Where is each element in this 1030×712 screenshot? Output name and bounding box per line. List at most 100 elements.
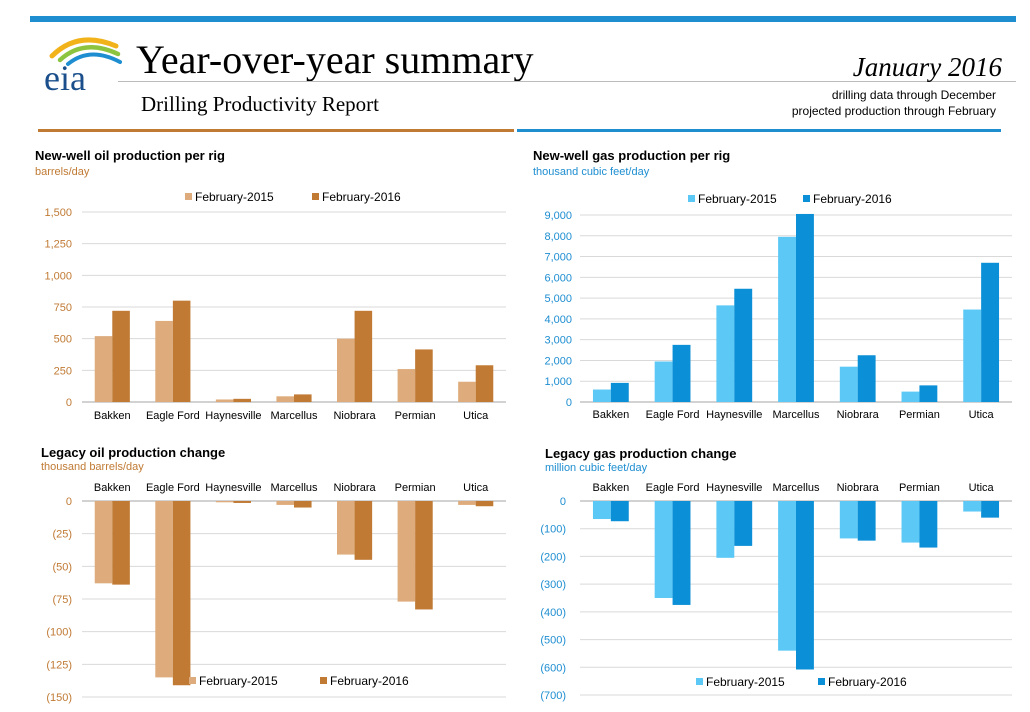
eia-logo: eia: [38, 26, 124, 98]
oil-legacy-bar-permian-2015: [397, 501, 416, 602]
oil-legacy-bar-bakken-2015: [94, 501, 113, 584]
oil-newwell-category-label: Bakken: [94, 410, 131, 422]
gas-newwell-bar-eagle-ford-2015: [654, 361, 673, 402]
gas-legacy-bar-marcellus-2016: [796, 501, 814, 670]
oil-legacy-ytick-label: (75): [52, 594, 72, 606]
gas-newwell-bar-niobrara-2015: [839, 366, 858, 402]
oil-legacy-ytick-label: (150): [46, 692, 72, 704]
oil-legacy-ytick-label: (25): [52, 529, 72, 541]
oil-newwell-bar-marcellus-2015: [276, 396, 294, 402]
oil-legacy-ytick-label: (125): [46, 659, 72, 671]
gas-legacy-bar-haynesville-2016: [734, 501, 753, 546]
page-title: Year-over-year summary: [136, 37, 534, 82]
gas-legacy-bar-permian-2015: [901, 501, 920, 543]
oil-newwell-ytick-label: 1,250: [44, 239, 72, 251]
oil-legacy-bar-niobrara-2015: [337, 501, 355, 555]
gas-legacy-bar-permian-2016: [919, 501, 938, 548]
top-accent-bar: [30, 16, 1016, 22]
oil-newwell-bar-niobrara-2016: [354, 310, 373, 402]
gas-legacy-ytick-label: (100): [540, 524, 566, 536]
oil-newwell-bar-marcellus-2016: [294, 394, 312, 402]
oil-newwell-legend-label: February-2015: [195, 190, 274, 204]
oil-newwell-bar-eagle-ford-2016: [172, 300, 191, 402]
gas-legacy-bar-bakken-2016: [610, 501, 629, 522]
gas-newwell-category-label: Haynesville: [706, 409, 762, 421]
oil-legacy-unit: thousand barrels/day: [41, 461, 144, 473]
gas-newwell-category-label: Utica: [969, 409, 995, 421]
oil-newwell-title: New-well oil production per rig: [35, 148, 225, 163]
oil-legacy-bar-eagle-ford-2016: [172, 501, 191, 686]
gas-legacy-legend-swatch: [696, 678, 703, 685]
oil-newwell-bar-bakken-2015: [94, 336, 113, 402]
gas-newwell-unit: thousand cubic feet/day: [533, 166, 650, 178]
gas-legacy-legend-label: February-2015: [706, 675, 785, 689]
oil-legacy-legend-swatch: [320, 677, 327, 684]
gas-newwell-bar-permian-2016: [919, 385, 938, 402]
oil-legacy-legend-label: February-2016: [330, 674, 409, 688]
oil-legacy-category-label: Bakken: [94, 482, 131, 494]
gas-newwell-category-label: Niobrara: [837, 409, 880, 421]
gas-newwell-bar-niobrara-2016: [857, 355, 876, 402]
report-date: January 2016: [852, 52, 1002, 82]
eia-logo-icon: eia: [44, 37, 122, 98]
gas-newwell-bar-haynesville-2016: [734, 288, 753, 402]
gas-newwell-bar-utica-2015: [963, 309, 982, 402]
oil-newwell-legend-swatch: [312, 193, 319, 200]
gas-legacy-ytick-label: (300): [540, 579, 566, 591]
oil-newwell-bar-utica-2016: [475, 365, 494, 402]
gas-newwell-ytick-label: 9,000: [544, 210, 572, 222]
gas-newwell-ytick-label: 4,000: [544, 314, 572, 326]
oil-legacy-category-label: Haynesville: [205, 482, 261, 494]
oil-legacy-bar-haynesville-2015: [215, 501, 234, 503]
oil-legacy-category-label: Marcellus: [270, 482, 318, 494]
gas-newwell-bar-bakken-2015: [592, 389, 611, 402]
oil-newwell-category-label: Marcellus: [270, 410, 318, 422]
oil-legacy-ytick-label: (100): [46, 627, 72, 639]
oil-legacy-bar-utica-2016: [475, 501, 494, 507]
oil-legacy-bar-utica-2015: [458, 501, 476, 505]
eia-logo-text: eia: [44, 58, 86, 96]
oil-legacy-category-label: Utica: [463, 482, 489, 494]
oil-section-bar: [38, 129, 514, 132]
gas-newwell-ytick-label: 8,000: [544, 231, 572, 243]
gas-newwell-category-label: Bakken: [593, 409, 630, 421]
gas-legacy-bar-niobrara-2015: [839, 501, 858, 539]
gas-newwell-legend-label: February-2016: [813, 192, 892, 206]
gas-legacy-bar-utica-2015: [963, 501, 982, 512]
gas-legacy-category-label: Marcellus: [772, 482, 820, 494]
gas-legacy-category-label: Haynesville: [706, 482, 762, 494]
gas-legacy-unit: million cubic feet/day: [545, 462, 648, 474]
gas-section-bar: [517, 129, 1001, 132]
oil-newwell-bar-niobrara-2015: [337, 338, 355, 402]
gas-newwell-bar-permian-2015: [901, 391, 920, 402]
oil-newwell-category-label: Utica: [463, 410, 489, 422]
gas-legacy-bar-niobrara-2016: [857, 501, 876, 541]
oil-legacy-bar-marcellus-2016: [294, 501, 312, 508]
oil-legacy-category-label: Permian: [395, 482, 436, 494]
gas-legacy-legend-label: February-2016: [828, 675, 907, 689]
oil-newwell-ytick-label: 750: [54, 302, 72, 314]
gas-legacy-legend-swatch: [818, 678, 825, 685]
gas-legacy-ytick-label: (200): [540, 551, 566, 563]
gas-legacy-bar-utica-2016: [981, 501, 1000, 518]
gas-newwell-bar-bakken-2016: [610, 382, 629, 402]
oil-newwell-ytick-label: 1,000: [44, 270, 72, 282]
gas-legacy-title: Legacy gas production change: [545, 446, 737, 461]
oil-newwell-bar-eagle-ford-2015: [155, 320, 173, 402]
oil-legacy-legend-label: February-2015: [199, 674, 278, 688]
oil-legacy-bar-eagle-ford-2015: [155, 501, 173, 678]
gas-newwell-bar-eagle-ford-2016: [672, 344, 691, 402]
oil-legacy-title: Legacy oil production change: [41, 445, 226, 460]
gas-legacy-bar-marcellus-2015: [778, 501, 796, 651]
gas-legacy-bar-eagle-ford-2015: [654, 501, 673, 598]
oil-newwell-bar-permian-2015: [397, 369, 416, 402]
note-projected-production: projected production through February: [791, 104, 996, 118]
gas-newwell-ytick-label: 3,000: [544, 335, 572, 347]
oil-newwell-legend-swatch: [185, 193, 192, 200]
oil-legacy-bar-haynesville-2016: [233, 501, 251, 503]
page-subtitle: Drilling Productivity Report: [141, 92, 379, 116]
gas-newwell-ytick-label: 7,000: [544, 252, 572, 264]
gas-legacy-ytick-label: (600): [540, 662, 566, 674]
gas-legacy-ytick-label: (400): [540, 607, 566, 619]
